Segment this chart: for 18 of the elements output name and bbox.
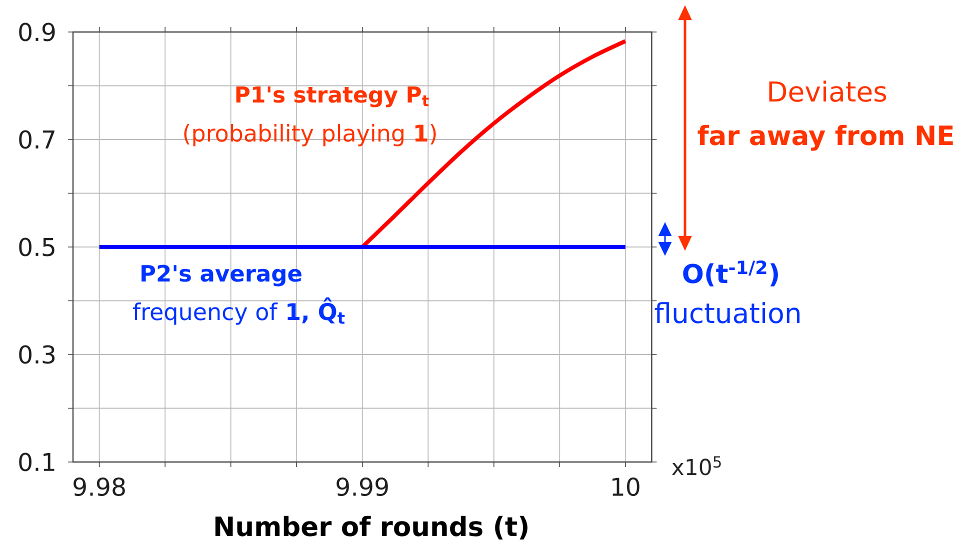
text: Deviates xyxy=(769,80,886,102)
y-tick-label: 0.3 xyxy=(19,345,55,364)
annotation: P1's strategy P$_{t}$ xyxy=(236,86,429,108)
x-axis-title: Number of rounds (t) xyxy=(215,516,528,540)
text: x10$^{5}$ xyxy=(672,456,721,476)
y-tick-label: 0.5 xyxy=(19,238,54,256)
annotation: P2's average xyxy=(142,264,302,286)
text: frequency of 1, Q̂$_{t}$ xyxy=(132,297,345,325)
annotation: (probability playing 1) xyxy=(184,124,436,146)
y-tick-label: 0.1 xyxy=(19,452,54,472)
x-tick-label: 9.99 xyxy=(336,478,388,496)
y-tick-label: 0.7 xyxy=(19,130,54,149)
x-tick-label: 9.98 xyxy=(74,478,125,496)
x-tick-label: 10 xyxy=(612,478,640,496)
y-tick-label: 0.9 xyxy=(19,22,55,42)
text: fluctuation xyxy=(654,302,800,324)
text: far away from NE xyxy=(698,124,953,151)
text: O(t$^{-1/2}$) xyxy=(683,260,778,286)
